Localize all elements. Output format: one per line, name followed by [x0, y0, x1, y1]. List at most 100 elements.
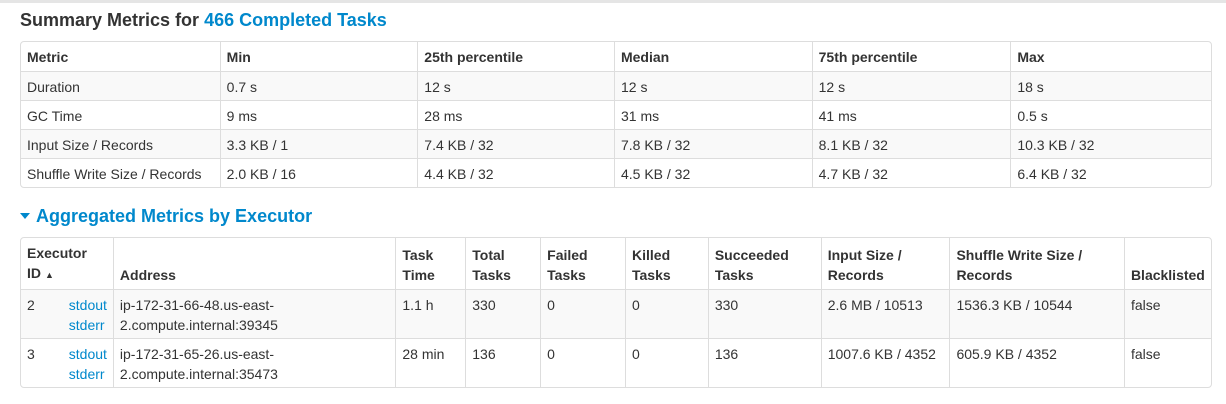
metric-value: 31 ms	[613, 100, 812, 129]
executor-metrics-table: Executor ID ▲ Address Task Time Total Tas…	[20, 237, 1212, 388]
header-killed-tasks-line2: Tasks	[632, 267, 671, 283]
table-row: 2 stdout stderr ip-172-31-66-48.us-east-…	[21, 289, 1211, 338]
table-row: 3 stdout stderr ip-172-31-65-26.us-east-…	[21, 338, 1211, 387]
executor-id-cell: 2 stdout stderr	[21, 289, 113, 338]
header-min: Min	[219, 42, 418, 71]
killed-tasks: 0	[625, 289, 708, 338]
log-links: stdout stderr	[69, 344, 107, 384]
metric-value: 4.4 KB / 32	[417, 158, 614, 187]
top-divider	[0, 0, 1226, 3]
header-task-time[interactable]: Task Time	[395, 238, 465, 289]
header-input-line1: Input Size /	[827, 247, 902, 263]
metric-value: 2.0 KB / 16	[219, 158, 418, 187]
header-executor-id-line1: Executor	[27, 245, 87, 261]
header-median: Median	[613, 42, 812, 71]
header-25th-percentile: 25th percentile	[417, 42, 614, 71]
aggregated-heading: Aggregated Metrics by Executor	[36, 206, 313, 226]
metric-value: 4.7 KB / 32	[811, 158, 1011, 187]
header-address[interactable]: Address	[112, 238, 395, 289]
metric-value: 28 ms	[417, 100, 614, 129]
metric-value: 12 s	[417, 71, 614, 100]
total-tasks: 330	[465, 289, 541, 338]
killed-tasks: 0	[625, 338, 708, 387]
metric-value: 8.1 KB / 32	[811, 129, 1011, 158]
header-total-tasks-line1: Total	[472, 247, 505, 263]
task-time: 28 min	[395, 338, 466, 387]
summary-metrics-table: Metric Min 25th percentile Median 75th p…	[20, 41, 1212, 188]
header-total-tasks[interactable]: Total Tasks	[465, 238, 540, 289]
completed-tasks-link[interactable]: 466 Completed Tasks	[204, 10, 387, 30]
header-killed-tasks-line1: Killed	[632, 247, 671, 263]
metric-name: GC Time	[21, 100, 220, 129]
header-succeeded-tasks[interactable]: Succeeded Tasks	[707, 238, 821, 289]
header-task-time-line2: Time	[402, 267, 435, 283]
header-task-time-line1: Task	[402, 247, 434, 263]
header-killed-tasks[interactable]: Killed Tasks	[625, 238, 708, 289]
task-time: 1.1 h	[395, 289, 466, 338]
shuffle-write-size-records: 605.9 KB / 4352	[949, 338, 1124, 387]
header-executor-id-line2: ID	[27, 265, 41, 281]
metric-value: 9 ms	[219, 100, 418, 129]
failed-tasks: 0	[540, 289, 625, 338]
header-succeeded-tasks-line2: Tasks	[714, 267, 754, 283]
metric-value: 3.3 KB / 1	[219, 129, 418, 158]
metric-value: 6.4 KB / 32	[1010, 158, 1211, 187]
header-failed-tasks-line1: Failed	[547, 247, 588, 263]
address-line2: 2.compute.internal:39345	[119, 317, 278, 333]
metric-value: 0.5 s	[1010, 100, 1211, 129]
input-size-records: 1007.6 KB / 4352	[820, 338, 950, 387]
stderr-link[interactable]: stderr	[68, 317, 105, 333]
address-line1: ip-172-31-65-26.us-east-	[119, 346, 274, 362]
header-total-tasks-line2: Tasks	[472, 267, 511, 283]
table-row: Duration 0.7 s 12 s 12 s 12 s 18 s	[21, 71, 1211, 100]
header-blacklisted[interactable]: Blacklisted	[1123, 238, 1211, 289]
executor-address: ip-172-31-66-48.us-east- 2.compute.inter…	[112, 289, 396, 338]
metric-value: 7.4 KB / 32	[417, 129, 614, 158]
summary-heading-prefix: Summary Metrics for	[20, 10, 200, 30]
header-max: Max	[1010, 42, 1211, 71]
table-row: Shuffle Write Size / Records 2.0 KB / 16…	[21, 158, 1211, 187]
stdout-link[interactable]: stdout	[68, 346, 107, 362]
aggregated-metrics-toggle[interactable]: Aggregated Metrics by Executor	[20, 206, 312, 227]
table-row: GC Time 9 ms 28 ms 31 ms 41 ms 0.5 s	[21, 100, 1211, 129]
blacklisted: false	[1123, 289, 1211, 338]
succeeded-tasks: 330	[707, 289, 821, 338]
address-line2: 2.compute.internal:35473	[119, 366, 278, 382]
header-failed-tasks[interactable]: Failed Tasks	[540, 238, 625, 289]
executor-id: 2	[27, 297, 35, 313]
executor-address: ip-172-31-65-26.us-east- 2.compute.inter…	[112, 338, 396, 387]
blacklisted: false	[1123, 338, 1211, 387]
header-input-size-records[interactable]: Input Size / Records	[820, 238, 950, 289]
header-failed-tasks-line2: Tasks	[547, 267, 586, 283]
metric-value: 7.8 KB / 32	[613, 129, 812, 158]
caret-down-icon	[20, 212, 30, 219]
header-executor-id[interactable]: Executor ID ▲	[21, 238, 113, 289]
table-row: Input Size / Records 3.3 KB / 1 7.4 KB /…	[21, 129, 1211, 158]
header-shuffle-line1: Shuffle Write Size /	[956, 247, 1083, 263]
metric-value: 4.5 KB / 32	[613, 158, 812, 187]
header-succeeded-tasks-line1: Succeeded	[714, 247, 789, 263]
summary-heading: Summary Metrics for 466 Completed Tasks	[20, 10, 387, 31]
executor-header-row: Executor ID ▲ Address Task Time Total Tas…	[21, 238, 1211, 289]
header-input-line2: Records	[827, 267, 884, 283]
metric-value: 0.7 s	[219, 71, 418, 100]
log-links: stdout stderr	[69, 295, 107, 335]
metric-value: 12 s	[811, 71, 1011, 100]
summary-header-row: Metric Min 25th percentile Median 75th p…	[21, 42, 1211, 71]
input-size-records: 2.6 MB / 10513	[820, 289, 950, 338]
stdout-link[interactable]: stdout	[68, 297, 107, 313]
header-metric: Metric	[27, 49, 69, 65]
metric-name: Duration	[21, 71, 220, 100]
header-shuffle-write-size-records[interactable]: Shuffle Write Size / Records	[949, 238, 1124, 289]
metric-value: 18 s	[1010, 71, 1211, 100]
shuffle-write-size-records: 1536.3 KB / 10544	[949, 289, 1124, 338]
address-line1: ip-172-31-66-48.us-east-	[119, 297, 274, 313]
executor-id: 3	[27, 346, 35, 362]
metric-name: Shuffle Write Size / Records	[21, 158, 220, 187]
metric-value: 10.3 KB / 32	[1010, 129, 1211, 158]
sort-ascending-icon: ▲	[45, 270, 54, 280]
metric-value: 41 ms	[811, 100, 1011, 129]
stderr-link[interactable]: stderr	[68, 366, 105, 382]
failed-tasks: 0	[540, 338, 625, 387]
succeeded-tasks: 136	[707, 338, 821, 387]
